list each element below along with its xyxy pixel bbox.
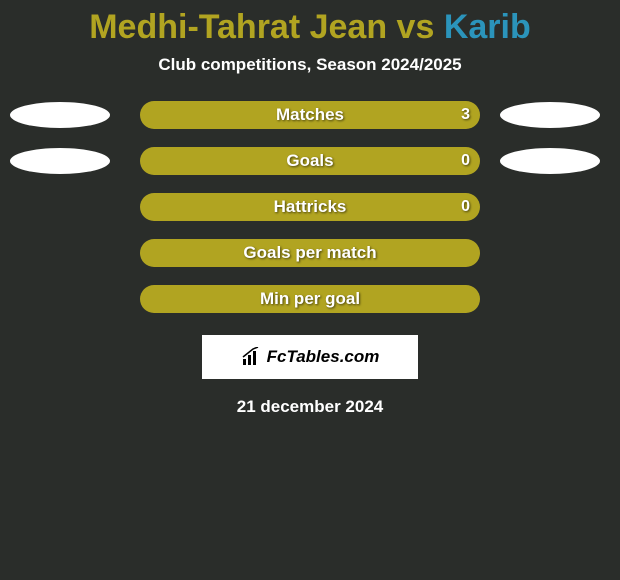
player-marker-left — [10, 102, 110, 128]
title-right-player: Karib — [444, 8, 531, 46]
stat-bar-label: Goals — [140, 147, 480, 175]
stat-row: Min per goal — [0, 285, 620, 313]
title-vs: vs — [387, 8, 444, 46]
stat-row: Goals0 — [0, 147, 620, 175]
stat-bar-label: Min per goal — [140, 285, 480, 313]
comparison-title: Medhi-Tahrat Jean vs Karib — [0, 0, 620, 55]
stat-bar-label: Matches — [140, 101, 480, 129]
stat-row: Matches3 — [0, 101, 620, 129]
stat-bar-value: 0 — [461, 193, 470, 221]
stat-bar-value: 0 — [461, 147, 470, 175]
logo-box: FcTables.com — [202, 335, 418, 379]
bar-chart-icon — [241, 347, 261, 367]
subtitle: Club competitions, Season 2024/2025 — [0, 55, 620, 75]
player-marker-left — [10, 148, 110, 174]
stat-row: Hattricks0 — [0, 193, 620, 221]
stat-bar-label: Hattricks — [140, 193, 480, 221]
player-marker-right — [500, 148, 600, 174]
player-marker-right — [500, 102, 600, 128]
logo-text: FcTables.com — [267, 347, 380, 367]
stat-bar-label: Goals per match — [140, 239, 480, 267]
stat-bar-value: 3 — [461, 101, 470, 129]
stat-row: Goals per match — [0, 239, 620, 267]
stat-rows: Matches3Goals0Hattricks0Goals per matchM… — [0, 101, 620, 313]
date-label: 21 december 2024 — [0, 397, 620, 417]
title-left-player: Medhi-Tahrat Jean — [89, 8, 387, 46]
